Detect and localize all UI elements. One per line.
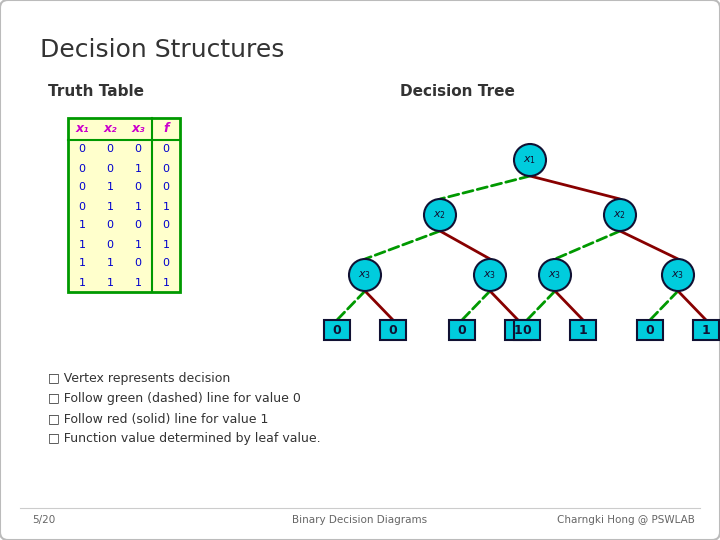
Text: 0: 0 (107, 240, 114, 249)
Text: □ Follow red (solid) line for value 1: □ Follow red (solid) line for value 1 (48, 412, 269, 425)
Text: $x_3$: $x_3$ (483, 269, 497, 281)
Text: 1: 1 (78, 240, 86, 249)
Circle shape (424, 199, 456, 231)
Text: Truth Table: Truth Table (48, 84, 144, 99)
Text: 1: 1 (163, 201, 169, 212)
Text: 0: 0 (107, 164, 114, 173)
Text: x₁: x₁ (75, 123, 89, 136)
Text: f: f (163, 123, 168, 136)
Text: □ Follow green (dashed) line for value 0: □ Follow green (dashed) line for value 0 (48, 392, 301, 405)
Text: 1: 1 (107, 183, 114, 192)
Text: 0: 0 (163, 164, 169, 173)
Text: 0: 0 (523, 323, 531, 336)
Text: 1: 1 (579, 323, 588, 336)
Text: 0: 0 (163, 259, 169, 268)
Text: 0: 0 (163, 145, 169, 154)
Text: 0: 0 (78, 145, 86, 154)
Text: Binary Decision Diagrams: Binary Decision Diagrams (292, 515, 428, 525)
Text: $x_2$: $x_2$ (433, 209, 446, 221)
Text: $x_2$: $x_2$ (613, 209, 626, 221)
FancyBboxPatch shape (693, 320, 719, 340)
Text: 1: 1 (135, 240, 142, 249)
FancyBboxPatch shape (505, 320, 531, 340)
Text: x₃: x₃ (131, 123, 145, 136)
Text: 1: 1 (78, 278, 86, 287)
FancyBboxPatch shape (570, 320, 596, 340)
Text: 0: 0 (333, 323, 341, 336)
Text: 0: 0 (135, 145, 142, 154)
Text: 0: 0 (107, 145, 114, 154)
Circle shape (662, 259, 694, 291)
Text: Decision Tree: Decision Tree (400, 84, 515, 99)
FancyBboxPatch shape (380, 320, 406, 340)
Text: 0: 0 (163, 220, 169, 231)
Text: 1: 1 (701, 323, 711, 336)
Text: Decision Structures: Decision Structures (40, 38, 284, 62)
Text: 1: 1 (78, 220, 86, 231)
Text: $x_3$: $x_3$ (672, 269, 685, 281)
Text: 1: 1 (107, 259, 114, 268)
FancyBboxPatch shape (449, 320, 475, 340)
Text: x₂: x₂ (103, 123, 117, 136)
Text: 1: 1 (107, 201, 114, 212)
Text: 0: 0 (78, 164, 86, 173)
Text: 0: 0 (78, 183, 86, 192)
Text: 0: 0 (107, 220, 114, 231)
Text: $x_1$: $x_1$ (523, 154, 536, 166)
Text: 1: 1 (78, 259, 86, 268)
Text: 0: 0 (646, 323, 654, 336)
Circle shape (604, 199, 636, 231)
FancyBboxPatch shape (324, 320, 350, 340)
FancyBboxPatch shape (637, 320, 663, 340)
Text: 0: 0 (458, 323, 467, 336)
Text: 1: 1 (135, 278, 142, 287)
Text: 0: 0 (163, 183, 169, 192)
Text: □ Function value determined by leaf value.: □ Function value determined by leaf valu… (48, 432, 320, 445)
Text: 0: 0 (389, 323, 397, 336)
Text: 5/20: 5/20 (32, 515, 55, 525)
Text: 1: 1 (513, 323, 523, 336)
Text: 1: 1 (135, 164, 142, 173)
Text: 1: 1 (163, 278, 169, 287)
Text: □ Vertex represents decision: □ Vertex represents decision (48, 372, 230, 385)
Text: 1: 1 (107, 278, 114, 287)
Text: Charngki Hong @ PSWLAB: Charngki Hong @ PSWLAB (557, 515, 695, 525)
Text: 0: 0 (135, 183, 142, 192)
Text: 1: 1 (135, 201, 142, 212)
Text: 0: 0 (78, 201, 86, 212)
Text: $x_3$: $x_3$ (359, 269, 372, 281)
Text: 0: 0 (135, 259, 142, 268)
Text: 1: 1 (163, 240, 169, 249)
Circle shape (349, 259, 381, 291)
FancyBboxPatch shape (68, 118, 180, 292)
FancyBboxPatch shape (514, 320, 540, 340)
Circle shape (539, 259, 571, 291)
Text: $x_3$: $x_3$ (549, 269, 562, 281)
Circle shape (514, 144, 546, 176)
Circle shape (474, 259, 506, 291)
Text: 0: 0 (135, 220, 142, 231)
